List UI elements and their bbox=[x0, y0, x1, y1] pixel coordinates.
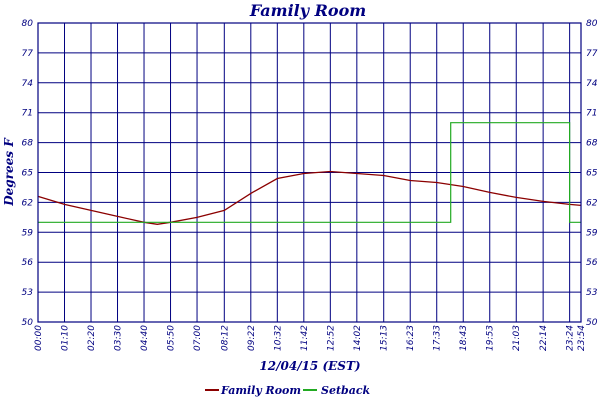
x-tick-label: 23:54 bbox=[577, 325, 587, 351]
x-tick-label: 19:53 bbox=[486, 325, 496, 351]
x-tick-label: 10:32 bbox=[273, 325, 283, 351]
y-axis-title: Degrees F bbox=[2, 137, 16, 207]
x-axis-title: 12/04/15 (EST) bbox=[259, 359, 360, 373]
x-tick-label: 11:42 bbox=[300, 325, 310, 351]
y-tick-label-left: 56 bbox=[22, 258, 34, 268]
y-tick-label-left: 71 bbox=[22, 109, 33, 119]
x-tick-label: 12:52 bbox=[326, 325, 336, 351]
x-tick-label: 16:23 bbox=[406, 325, 416, 351]
x-tick-label: 07:00 bbox=[193, 325, 203, 351]
x-tick-label: 00:00 bbox=[34, 325, 44, 351]
x-tick-label: 21:03 bbox=[512, 325, 522, 351]
x-tick-label: 23:24 bbox=[566, 325, 576, 351]
x-tick-label: 18:43 bbox=[459, 325, 469, 351]
y-tick-label-left: 68 bbox=[22, 139, 34, 149]
plot-frame bbox=[37, 22, 582, 323]
y-tick-label-left: 50 bbox=[22, 318, 34, 328]
x-tick-label: 14:02 bbox=[353, 325, 363, 351]
x-tick-label: 17:33 bbox=[433, 325, 443, 351]
legend-label-setback: Setback bbox=[321, 384, 371, 397]
x-tick-label: 09:22 bbox=[247, 325, 257, 351]
y-tick-label-right: 62 bbox=[586, 198, 598, 208]
y-tick-label-left: 74 bbox=[22, 79, 34, 89]
chart-title: Family Room bbox=[249, 1, 366, 20]
y-tick-label-right: 71 bbox=[586, 109, 597, 119]
x-tick-label: 22:14 bbox=[539, 325, 549, 351]
y-tick-label-right: 59 bbox=[586, 228, 598, 238]
y-tick-label-right: 50 bbox=[586, 318, 598, 328]
legend-label-family-room: Family Room bbox=[220, 384, 301, 397]
y-tick-label-right: 56 bbox=[586, 258, 598, 268]
legend: Family Room Setback bbox=[205, 384, 371, 397]
y-tick-label-left: 53 bbox=[22, 288, 34, 298]
x-tick-label: 04:40 bbox=[140, 325, 150, 351]
y-tick-label-left: 65 bbox=[22, 169, 34, 179]
y-tick-label-left: 62 bbox=[22, 198, 34, 208]
x-tick-label: 02:20 bbox=[87, 325, 97, 351]
y-tick-label-right: 80 bbox=[586, 19, 598, 29]
series-setback-line bbox=[38, 122, 581, 223]
y-tick-label-right: 68 bbox=[586, 139, 598, 149]
y-tick-label-left: 77 bbox=[22, 49, 34, 59]
y-tick-label-right: 77 bbox=[586, 49, 598, 59]
y-tick-labels-left: 50 53 56 59 62 65 68 71 74 77 80 bbox=[22, 19, 34, 328]
x-tick-label: 01:10 bbox=[61, 325, 71, 351]
series-family-room-line bbox=[37, 170, 582, 225]
x-tick-label: 08:12 bbox=[220, 325, 230, 351]
x-tick-labels: 00:00 01:10 02:20 03:30 04:40 05:50 07:00 08:12… bbox=[34, 325, 587, 351]
y-tick-label-right: 53 bbox=[586, 288, 598, 298]
y-tick-label-right: 65 bbox=[586, 169, 598, 179]
series-layer bbox=[37, 122, 582, 225]
y-tick-labels-right: 50 53 56 59 62 65 68 71 74 77 80 bbox=[586, 19, 598, 328]
x-tick-label: 03:30 bbox=[114, 325, 124, 351]
y-tick-label-left: 59 bbox=[22, 228, 34, 238]
x-tick-label: 05:50 bbox=[167, 325, 177, 351]
y-tick-label-left: 80 bbox=[22, 19, 34, 29]
y-tick-label-right: 74 bbox=[586, 79, 598, 89]
x-tick-label: 15:13 bbox=[380, 325, 390, 351]
